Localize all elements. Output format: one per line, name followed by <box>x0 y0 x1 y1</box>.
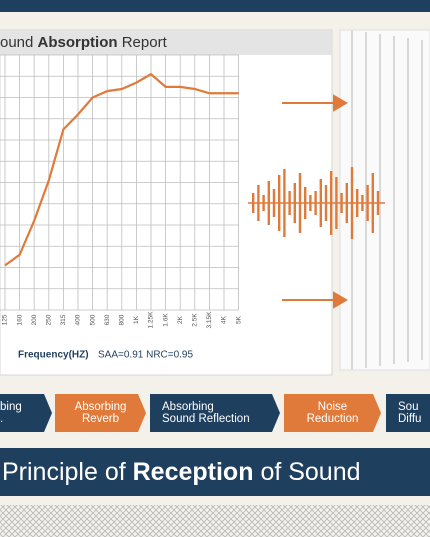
hatch-pattern <box>0 505 430 537</box>
wave-bar <box>335 177 338 229</box>
step-chevron <box>386 394 430 432</box>
wave-bar <box>304 187 307 219</box>
banner-title: Principle of Reception of Sound <box>2 458 361 486</box>
x-tick-label: 630 <box>104 314 111 325</box>
x-axis-label: Frequency(HZ) <box>18 350 89 361</box>
x-tick-label: 4K <box>221 315 228 324</box>
wave-bar <box>376 191 380 215</box>
chart-note: SAA=0.91 NRC=0.95 <box>98 350 193 361</box>
wave-bar <box>361 195 364 211</box>
x-tick-label: 5K <box>235 315 242 324</box>
banner-part: Reception <box>133 458 254 486</box>
x-tick-label: 250 <box>46 314 53 325</box>
plot: 125 160 200 250 315 400 500 630 800 1K 1.25K 1.6K 2K… <box>0 54 242 329</box>
banner-band <box>0 448 430 496</box>
wave-bar <box>319 179 322 227</box>
title-part: Report <box>122 34 168 51</box>
step-label: Noise <box>318 401 347 413</box>
x-tick-label: 3.15K <box>206 311 213 329</box>
wave-bar <box>288 191 291 215</box>
step-label: Sou <box>398 401 418 413</box>
arrows <box>282 94 348 309</box>
wave-bar <box>340 193 343 213</box>
title-band <box>0 30 332 55</box>
x-tick-label: 500 <box>89 314 96 325</box>
x-tick-label: 125 <box>2 314 9 325</box>
x-tick-label: 1.6K <box>162 313 169 327</box>
wave-bar <box>262 195 265 211</box>
step-label: Reverb <box>82 413 119 425</box>
wave-bar <box>267 181 270 225</box>
wave-bar <box>309 195 312 211</box>
data-line <box>4 72 239 267</box>
x-tick-label: 1.25K <box>148 311 155 329</box>
x-tick-label: 400 <box>75 314 82 325</box>
step-label: bing <box>0 401 22 413</box>
step-chevron <box>0 394 52 432</box>
acoustic-panels <box>339 29 430 371</box>
banner-part: of Sound <box>260 458 360 486</box>
wave-bar <box>252 193 255 213</box>
step-label: Absorbing <box>162 401 214 413</box>
wave-bar <box>345 183 348 223</box>
wave-bar <box>324 185 328 221</box>
wave-bar <box>350 167 354 239</box>
banner-part: Principle of <box>2 458 126 486</box>
chart-title: ound Absorption Report <box>0 34 168 51</box>
step-label: Sound Reflection <box>162 413 250 425</box>
x-tick-label: 2.5K <box>192 313 199 327</box>
title-part: Absorption <box>38 34 118 51</box>
wave-bar <box>293 183 296 223</box>
wave-bar <box>314 191 317 215</box>
wave-bar <box>278 175 281 231</box>
step-chevron <box>150 394 280 432</box>
wave-bar <box>366 185 369 221</box>
step-chevron <box>284 394 381 432</box>
wave-bar <box>356 189 359 217</box>
step-label: Diffu <box>398 413 421 425</box>
title-part: ound <box>0 34 33 51</box>
wave-bar <box>330 171 333 235</box>
x-tick-label: 1K <box>133 315 140 324</box>
x-tick-label: 160 <box>16 314 23 325</box>
step-label: Reduction <box>307 413 359 425</box>
step-label: Absorbing <box>75 401 127 413</box>
x-tick-label: 2K <box>177 315 184 324</box>
wave-bar <box>283 169 286 237</box>
wave-bar <box>272 189 276 217</box>
x-tick-label: 800 <box>119 314 126 325</box>
wave-bar <box>298 173 302 233</box>
wave-bar <box>371 173 374 233</box>
step-chevron <box>55 394 146 432</box>
sound-wave <box>248 167 385 239</box>
x-tick-label: 315 <box>60 314 67 325</box>
wave-bar <box>257 185 260 221</box>
x-tick-label: 200 <box>31 314 38 325</box>
top-bar <box>0 0 430 12</box>
step-label: . <box>0 413 3 425</box>
